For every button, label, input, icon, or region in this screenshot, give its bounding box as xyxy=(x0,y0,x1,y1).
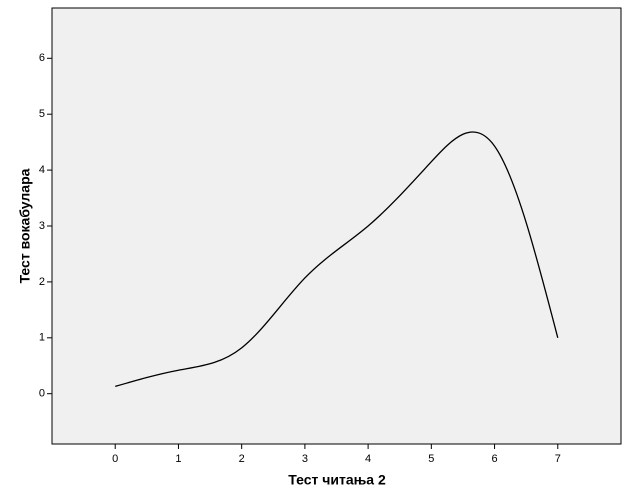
x-tick-label: 5 xyxy=(428,453,434,465)
x-tick-label: 4 xyxy=(365,453,371,465)
x-tick-label: 2 xyxy=(239,453,245,465)
y-tick-label: 1 xyxy=(39,332,45,344)
x-tick-label: 1 xyxy=(175,453,181,465)
y-tick-label: 2 xyxy=(39,276,45,288)
y-tick-label: 4 xyxy=(39,164,45,176)
plot-area xyxy=(51,7,622,445)
x-tick-label: 6 xyxy=(491,453,497,465)
line xyxy=(115,131,559,388)
x-tick-label: 7 xyxy=(555,453,561,465)
y-axis-label: Тест вокабулара xyxy=(17,168,33,283)
x-axis-label: Тест читања 2 xyxy=(288,472,386,488)
y-tick-label: 5 xyxy=(39,108,45,120)
x-tick-label: 0 xyxy=(112,453,118,465)
y-tick-label: 0 xyxy=(39,388,45,400)
x-tick-label: 3 xyxy=(302,453,308,465)
y-tick-label: 3 xyxy=(39,220,45,232)
y-tick-label: 6 xyxy=(39,52,45,64)
